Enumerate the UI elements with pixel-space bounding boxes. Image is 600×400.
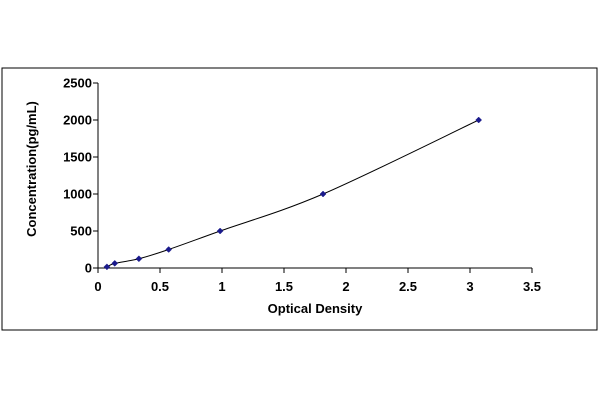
- data-point-marker: [135, 255, 143, 263]
- y-tick-label: 1000: [63, 187, 92, 202]
- x-tick-label: 2.5: [399, 279, 417, 294]
- x-axis-title: Optical Density: [268, 301, 363, 316]
- x-axis-ticks: 0 0.5 1 1.5 2 2.5 3 3.5: [94, 268, 541, 294]
- y-tick-label: 2500: [63, 76, 92, 91]
- data-point-marker: [103, 263, 111, 271]
- x-tick-label: 0: [94, 279, 101, 294]
- y-tick-label: 2000: [63, 113, 92, 128]
- x-tick-label: 2: [342, 279, 349, 294]
- y-tick-label: 1500: [63, 150, 92, 165]
- y-tick-label: 0: [85, 261, 92, 276]
- y-axis-title: Concentration(pg/mL): [24, 101, 39, 237]
- data-point-marker: [475, 116, 483, 124]
- x-tick-label: 1: [218, 279, 225, 294]
- data-point-marker: [319, 190, 327, 198]
- x-tick-label: 3.5: [523, 279, 541, 294]
- y-tick-label: 500: [70, 224, 92, 239]
- series-markers: [103, 116, 483, 271]
- y-axis-ticks: 0 500 1000 1500 2000 2500: [63, 76, 98, 276]
- x-tick-label: 1.5: [275, 279, 293, 294]
- data-point-marker: [216, 227, 224, 235]
- data-point-marker: [165, 246, 173, 253]
- x-tick-label: 3: [466, 279, 473, 294]
- x-tick-label: 0.5: [151, 279, 169, 294]
- data-point-marker: [111, 260, 119, 267]
- chart-frame: [1, 67, 598, 331]
